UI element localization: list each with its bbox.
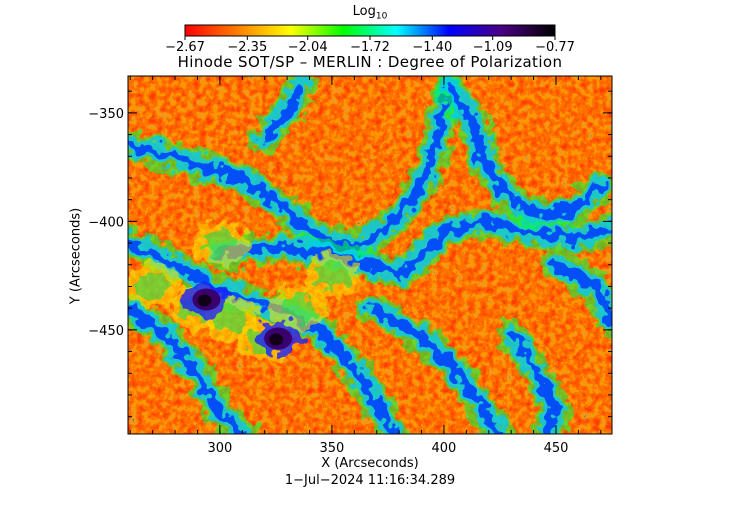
- colorbar-ticks: −2.67 −2.35 −2.04 −1.72 −1.40 −1.09 −0.77: [165, 36, 575, 55]
- colorbar-tick-label: −1.72: [350, 40, 390, 55]
- plage-patch-core: [282, 295, 315, 322]
- colorbar-tick-label: −1.09: [473, 40, 513, 55]
- x-tick-label: 300: [207, 441, 232, 456]
- x-tick-label: 400: [432, 441, 457, 456]
- colorbar-tick-label: −2.67: [165, 40, 205, 55]
- network-lane-core: [367, 303, 503, 434]
- colorbar-label: Log10: [0, 4, 740, 22]
- x-tick-label: 350: [319, 441, 344, 456]
- network-lane-core: [215, 216, 612, 278]
- y-tick-label: −350: [88, 107, 124, 122]
- network-lane-core: [551, 260, 612, 326]
- network-lane-core: [506, 329, 561, 434]
- plage-patch-core: [315, 262, 348, 289]
- plage-patch-core: [215, 306, 248, 333]
- pore-regions: [184, 282, 301, 356]
- plot-frame: [127, 75, 613, 435]
- colorbar-bar: [184, 24, 556, 37]
- colorbar-label-main: Log: [352, 4, 376, 19]
- y-axis: −350 −400 −450: [88, 90, 612, 418]
- x-tick-label: 450: [544, 441, 569, 456]
- colorbar-tick-label: −0.77: [535, 40, 575, 55]
- y-tick-label: −400: [88, 215, 124, 230]
- network-lane-core: [128, 303, 247, 434]
- colorbar-label-sub: 10: [375, 11, 388, 22]
- plage-patch-core: [203, 230, 236, 257]
- x-axis: 300 350 400 450: [129, 76, 602, 456]
- pore-core: [197, 294, 212, 307]
- colorbar: −2.67 −2.35 −2.04 −1.72 −1.40 −1.09 −0.77: [165, 24, 575, 55]
- timestamp: 1−Jul−2024 11:16:34.289: [284, 473, 456, 488]
- y-tick-label: −450: [88, 324, 124, 339]
- chart-title: Hinode SOT/SP – MERLIN : Degree of Polar…: [177, 53, 563, 71]
- pore-core: [269, 333, 284, 346]
- colorbar-tick-label: −1.40: [412, 40, 452, 55]
- colorbar-tick-label: −2.04: [288, 40, 328, 55]
- network-regions: [128, 76, 612, 434]
- network-lane-core: [260, 82, 305, 144]
- plage-patch-core: [136, 273, 169, 300]
- colorbar-tick-label: −2.35: [227, 40, 267, 55]
- x-axis-label: X (Arcseconds): [321, 456, 419, 471]
- heatmap-image: [128, 76, 612, 434]
- y-axis-label: Y (Arcseconds): [68, 207, 84, 305]
- network-lane-core: [443, 82, 606, 218]
